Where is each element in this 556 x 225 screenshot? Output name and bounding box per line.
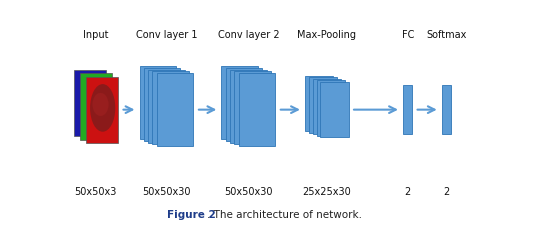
Text: Max-Pooling: Max-Pooling [297, 30, 356, 40]
FancyBboxPatch shape [148, 70, 185, 143]
FancyBboxPatch shape [312, 79, 341, 135]
FancyBboxPatch shape [226, 69, 262, 141]
FancyBboxPatch shape [140, 67, 176, 140]
Text: 50x50x30: 50x50x30 [224, 186, 272, 196]
FancyBboxPatch shape [239, 74, 275, 146]
FancyBboxPatch shape [144, 69, 181, 141]
Text: Input: Input [83, 30, 108, 40]
FancyBboxPatch shape [86, 77, 118, 143]
FancyBboxPatch shape [305, 76, 333, 132]
FancyBboxPatch shape [73, 71, 106, 137]
Text: 25x25x30: 25x25x30 [302, 186, 351, 196]
FancyBboxPatch shape [309, 78, 337, 133]
Text: 2: 2 [405, 186, 411, 196]
FancyBboxPatch shape [234, 72, 271, 145]
FancyBboxPatch shape [320, 82, 349, 138]
FancyBboxPatch shape [230, 70, 267, 143]
Text: Figure 2: Figure 2 [167, 209, 216, 219]
Text: 50x50x3: 50x50x3 [75, 186, 117, 196]
Text: Conv layer 2: Conv layer 2 [217, 30, 279, 40]
FancyBboxPatch shape [221, 67, 258, 140]
FancyBboxPatch shape [152, 72, 189, 145]
FancyBboxPatch shape [403, 86, 413, 134]
Text: Softmax: Softmax [426, 30, 466, 40]
Text: 2: 2 [444, 186, 450, 196]
Text: Conv layer 1: Conv layer 1 [136, 30, 197, 40]
FancyBboxPatch shape [80, 74, 112, 140]
Ellipse shape [92, 93, 108, 117]
Text: . The architecture of network.: . The architecture of network. [207, 209, 363, 219]
FancyBboxPatch shape [157, 74, 193, 146]
FancyBboxPatch shape [442, 86, 451, 134]
FancyBboxPatch shape [316, 81, 345, 136]
Text: FC: FC [401, 30, 414, 40]
Text: 50x50x30: 50x50x30 [142, 186, 191, 196]
Ellipse shape [90, 85, 115, 132]
